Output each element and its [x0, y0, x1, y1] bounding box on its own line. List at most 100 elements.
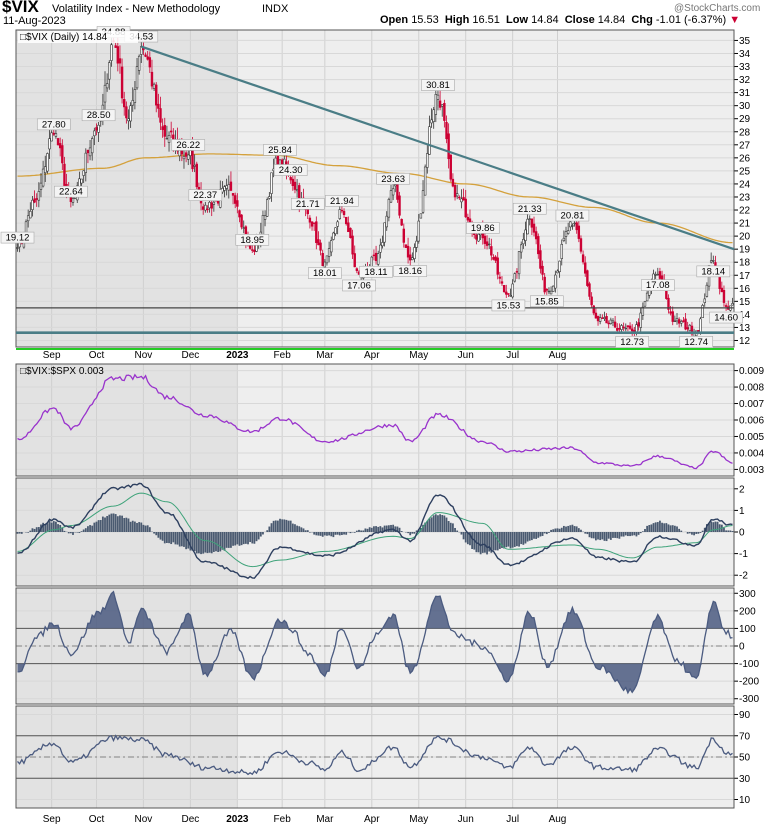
macd-histogram-bar: [540, 532, 542, 536]
candle-body: [569, 222, 571, 227]
x-tick-label-top: Dec: [181, 350, 199, 361]
macd-histogram-bar: [390, 525, 392, 532]
macd-histogram-bar: [550, 530, 552, 532]
macd-histogram-bar: [623, 532, 625, 537]
candle-body: [185, 153, 187, 157]
macd-histogram-bar: [589, 532, 591, 537]
macd-histogram-bar: [527, 532, 529, 542]
macd-histogram-bar: [608, 532, 610, 539]
candle-body: [567, 231, 569, 234]
candle-body: [725, 305, 727, 306]
y-tick-label: 30: [739, 101, 751, 112]
macd-histogram-bar: [230, 532, 232, 548]
macd-histogram-bar: [595, 532, 597, 540]
candle-body: [268, 197, 270, 199]
candle-body: [488, 244, 490, 245]
macd-histogram-bar: [591, 532, 593, 538]
candle-body: [712, 260, 714, 261]
candle-body: [115, 46, 117, 48]
y-tick-label: 35: [739, 36, 751, 47]
candle-body: [640, 313, 642, 327]
macd-histogram-bar: [441, 515, 443, 532]
candle-body: [401, 219, 403, 225]
candle-body: [254, 250, 256, 252]
macd-histogram-bar: [597, 532, 599, 539]
candle-body: [46, 153, 48, 171]
macd-histogram-bar: [691, 532, 693, 535]
macd-histogram-bar: [72, 532, 74, 535]
macd-histogram-bar: [563, 526, 565, 532]
macd-histogram-bar: [414, 532, 416, 534]
macd-histogram-bar: [232, 532, 234, 546]
macd-histogram-bar: [429, 518, 431, 532]
candle-body: [330, 241, 332, 252]
candle-body: [407, 246, 409, 257]
candle-body: [644, 301, 646, 306]
candle-body: [604, 317, 606, 318]
macd-histogram-bar: [247, 532, 249, 544]
macd-histogram-bar: [648, 525, 650, 532]
candle-body: [514, 274, 516, 281]
candle-body: [431, 120, 433, 123]
candle-body: [601, 318, 603, 319]
macd-histogram-bar: [354, 532, 356, 533]
candle-body: [53, 133, 55, 134]
candle-body: [241, 215, 243, 227]
macd-histogram-bar: [452, 523, 454, 532]
macd-histogram-bar: [531, 532, 533, 540]
macd-histogram-bar: [170, 532, 172, 544]
macd-histogram-bar: [298, 526, 300, 532]
y-tick-label: 0.009: [739, 366, 764, 377]
macd-histogram-bar: [100, 520, 102, 532]
macd-histogram-bar: [226, 532, 228, 548]
price-label: 22.37: [193, 190, 217, 201]
candle-body: [623, 327, 625, 328]
candle-body: [426, 154, 428, 168]
candle-body: [324, 262, 326, 267]
macd-histogram-bar: [542, 532, 544, 536]
macd-histogram-bar: [364, 528, 366, 532]
candle-body: [627, 326, 629, 327]
macd-histogram-bar: [443, 516, 445, 532]
candle-body: [631, 329, 633, 331]
price-label: 15.53: [497, 300, 521, 311]
candle-body: [574, 223, 576, 224]
candle-body: [386, 216, 388, 227]
macd-histogram-bar: [465, 532, 467, 542]
macd-histogram-bar: [128, 518, 130, 532]
candle-body: [91, 139, 93, 153]
price-label: 18.14: [701, 266, 725, 277]
macd-histogram-bar: [57, 524, 59, 532]
candle-body: [591, 297, 593, 305]
y-tick-label: -100: [739, 659, 759, 670]
candle-body: [546, 289, 548, 290]
y-tick-label: 12: [739, 336, 751, 347]
candle-body: [375, 253, 377, 261]
x-tick-label-bottom: Oct: [89, 814, 105, 825]
macd-histogram-bar: [34, 529, 36, 532]
candle-body: [119, 59, 121, 64]
macd-histogram-bar: [113, 513, 115, 532]
macd-histogram-bar: [697, 532, 699, 534]
candle-body: [128, 119, 130, 121]
candle-body: [149, 58, 151, 68]
candle-body: [373, 255, 375, 256]
panel2-legend: □$VIX:$SPX 0.003: [20, 366, 104, 377]
macd-histogram-bar: [672, 525, 674, 532]
macd-histogram-bar: [693, 532, 695, 535]
macd-histogram-bar: [275, 520, 277, 532]
macd-histogram-bar: [102, 517, 104, 532]
macd-histogram-bar: [160, 532, 162, 540]
candle-body: [584, 263, 586, 273]
candle-body: [674, 321, 676, 322]
macd-histogram-bar: [486, 532, 488, 554]
macd-histogram-bar: [618, 532, 620, 539]
candle-body: [612, 321, 614, 322]
macd-histogram-bar: [680, 531, 682, 532]
macd-histogram-bar: [136, 523, 138, 532]
macd-histogram-bar: [318, 532, 320, 536]
candle-body: [439, 101, 441, 108]
y-tick-label: -300: [739, 694, 759, 705]
macd-histogram-bar: [273, 521, 275, 532]
candle-body: [34, 199, 36, 202]
